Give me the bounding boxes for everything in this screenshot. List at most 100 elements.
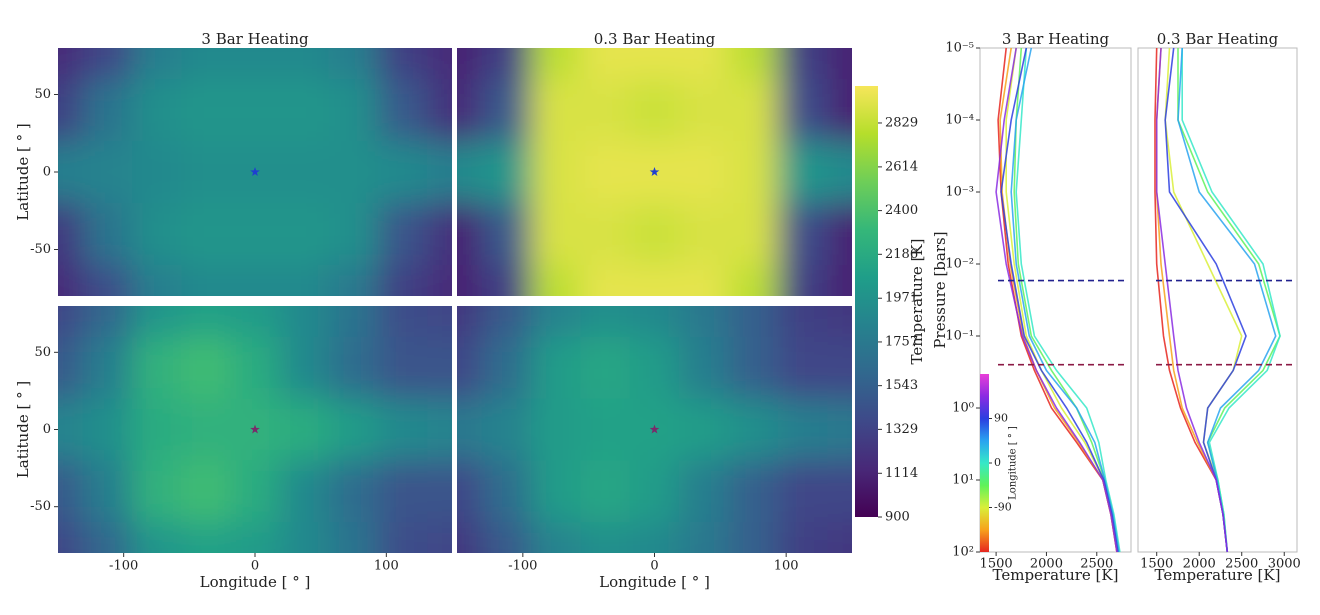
heat-cell <box>131 398 183 462</box>
heat-cell <box>679 522 730 553</box>
heat-cell <box>679 306 730 338</box>
heat-cell <box>427 141 452 204</box>
heat-cell <box>679 460 730 524</box>
colorbar-tick-label: 2829 <box>885 115 918 130</box>
heat-cell <box>279 79 330 142</box>
colorbar-label: Longitude [ ° ] <box>1008 426 1019 500</box>
heat-cell <box>580 48 631 80</box>
heat-cell <box>58 265 84 296</box>
heat-cell <box>230 79 281 142</box>
y-axis-label: Latitude [ ° ] <box>14 381 32 478</box>
heat-cell <box>580 265 631 296</box>
heat-cell <box>531 306 582 338</box>
y-axis-label: Pressure [bars] <box>931 231 949 348</box>
y-tick-label: 10² <box>952 545 974 560</box>
colorbar-tick-label: 900 <box>885 510 910 525</box>
heat-cell <box>457 398 483 462</box>
colorbar-tick-label: 1543 <box>885 378 918 393</box>
heat-cell <box>827 48 852 80</box>
heat-cell <box>279 48 330 80</box>
colorbar-tick-label: 1757 <box>885 334 918 349</box>
panel-title: 0.3 Bar Heating <box>594 30 716 48</box>
heatmap <box>58 48 452 296</box>
x-axis-label: Longitude [ ° ] <box>200 573 311 591</box>
heat-cell <box>131 460 183 524</box>
heat-cell <box>481 460 533 524</box>
heat-cell <box>82 79 133 142</box>
heat-cell <box>679 398 730 462</box>
heat-cell <box>827 460 852 524</box>
heat-cell <box>82 203 133 266</box>
heat-cell <box>378 203 429 266</box>
heat-cell <box>427 336 452 400</box>
heatmap <box>58 306 452 553</box>
heat-cell <box>827 336 852 400</box>
substellar-marker <box>649 424 660 434</box>
heat-cell <box>457 48 483 80</box>
heat-cell <box>181 79 232 142</box>
heat-cell <box>427 460 452 524</box>
temperature-profile <box>1181 48 1281 553</box>
heat-cell <box>728 265 779 296</box>
heat-cell <box>777 398 829 462</box>
heat-cell <box>328 79 380 142</box>
heatmap-cells <box>58 48 452 296</box>
x-tick-label: -100 <box>508 559 537 574</box>
heat-cell <box>629 48 681 80</box>
heat-cell <box>378 265 429 296</box>
heat-cell <box>58 306 84 338</box>
heat-cell <box>328 522 380 553</box>
heat-cell <box>328 141 380 204</box>
heat-cell <box>457 460 483 524</box>
heat-cell <box>230 265 281 296</box>
temperature-profile <box>1010 47 1120 553</box>
y-tick-label: 0 <box>43 422 51 437</box>
heat-cell <box>82 48 133 80</box>
heat-cell <box>827 141 852 204</box>
heat-cell <box>580 460 631 524</box>
heat-cell <box>728 203 779 266</box>
heat-cell <box>131 522 183 553</box>
heat-cell <box>82 306 133 338</box>
heat-cell <box>777 48 829 80</box>
y-tick-label: 0 <box>43 165 51 180</box>
plot-frame <box>979 47 1132 553</box>
heat-cell <box>827 398 852 462</box>
x-tick-label: -100 <box>109 559 138 574</box>
heat-cell <box>131 79 183 142</box>
y-tick-label: 50 <box>34 87 51 102</box>
heat-cell <box>827 522 852 553</box>
heat-cell <box>481 265 533 296</box>
heat-cell <box>629 522 681 553</box>
heat-cell <box>279 398 330 462</box>
colorbar-tick-label: 90 <box>994 412 1008 425</box>
heat-cell <box>378 522 429 553</box>
heat-cell <box>580 141 631 204</box>
heat-cell <box>679 79 730 142</box>
heat-cell <box>580 306 631 338</box>
heat-cell <box>427 48 452 80</box>
heat-cell <box>777 306 829 338</box>
heat-cell <box>131 48 183 80</box>
heat-cell <box>378 398 429 462</box>
substellar-marker <box>250 167 260 176</box>
heat-cell <box>580 336 631 400</box>
x-tick-label: 2000 <box>1030 557 1063 572</box>
heat-cell <box>328 306 380 338</box>
heat-cell <box>728 336 779 400</box>
panel-title: 3 Bar Heating <box>201 30 309 48</box>
heat-cell <box>777 336 829 400</box>
heat-cell <box>580 79 631 142</box>
heat-cell <box>777 141 829 204</box>
heat-cell <box>131 265 183 296</box>
heat-cell <box>531 265 582 296</box>
heat-cell <box>328 398 380 462</box>
heat-cell <box>378 79 429 142</box>
temperature-profile <box>995 47 1118 553</box>
y-tick-label: -50 <box>30 499 51 514</box>
heat-cell <box>457 79 483 142</box>
heat-cell <box>58 79 84 142</box>
heat-cell <box>230 203 281 266</box>
heat-cell <box>777 265 829 296</box>
